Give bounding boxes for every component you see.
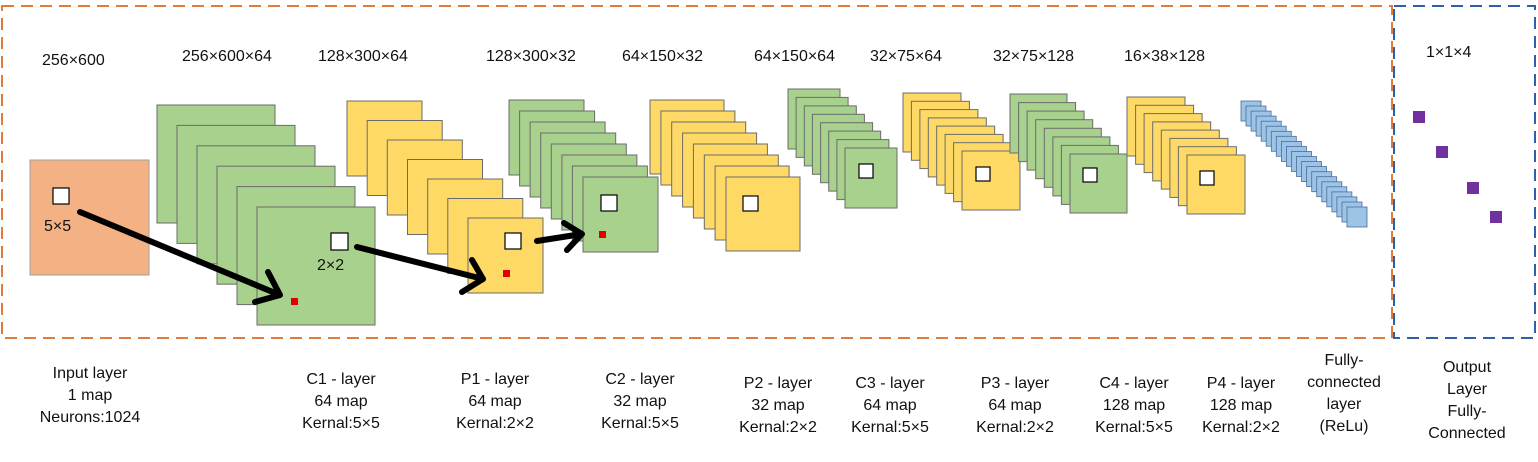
- output-neuron-4: [1490, 211, 1502, 223]
- p2-kernel-window: [742, 195, 759, 212]
- feature-extraction-region: [1, 5, 1393, 339]
- caption-c3-line-3: Kernal:5×5: [851, 419, 929, 436]
- caption-p1-line-3: Kernal:2×2: [456, 415, 534, 432]
- caption-p2-line-3: Kernal:2×2: [739, 419, 817, 436]
- p3-feature-stack: [902, 92, 1021, 211]
- caption-c4-line-2: 128 map: [1102, 397, 1166, 414]
- caption-p2: P2 - layer 32 map Kernal:2×2: [713, 373, 843, 439]
- c2-kernel-window: [600, 194, 618, 212]
- caption-c2-line-3: Kernal:5×5: [601, 415, 679, 432]
- p4-feature-stack: [1126, 96, 1246, 215]
- caption-c2-line-2: 32 map: [613, 393, 667, 410]
- p1-feature-stack: [346, 100, 544, 294]
- p1-kernel-window: [504, 232, 522, 250]
- caption-c4-line-3: Kernal:5×5: [1095, 419, 1173, 436]
- dim-c3: 64×150×64: [754, 48, 835, 65]
- fc-unit-22: [1346, 206, 1368, 228]
- dim-p3: 32×75×64: [870, 48, 943, 65]
- caption-c4-line-1: C4 - layer: [1099, 375, 1169, 392]
- caption-fc-line-3: layer: [1326, 396, 1362, 413]
- c3-feature-stack: [787, 88, 898, 209]
- input-kernel-label: 5×5: [44, 218, 72, 235]
- p1-output-marker: [503, 270, 510, 277]
- caption-p1-line-2: 64 map: [468, 393, 522, 410]
- dim-p1: 128×300×64: [318, 48, 408, 65]
- p3-map-8: [961, 150, 1021, 211]
- output-neuron-3: [1467, 182, 1479, 194]
- caption-p1-line-1: P1 - layer: [460, 371, 530, 388]
- caption-output-line-4: Connected: [1428, 425, 1506, 442]
- caption-fc-line-2: connected: [1307, 374, 1381, 391]
- c2-output-marker: [599, 231, 606, 238]
- caption-input-line-2: 1 map: [67, 387, 113, 404]
- p3-kernel-window: [975, 166, 991, 182]
- arrow-c1-to-p1: [354, 244, 486, 295]
- output-neuron-2: [1436, 146, 1448, 158]
- caption-c1: C1 - layer 64 map Kernal:5×5: [276, 369, 406, 435]
- caption-output: Output Layer Fully- Connected: [1400, 357, 1534, 445]
- caption-p3-line-2: 64 map: [988, 397, 1042, 414]
- caption-c4: C4 - layer 128 map Kernal:5×5: [1069, 373, 1199, 439]
- caption-p3: P3 - layer 64 map Kernal:2×2: [950, 373, 1080, 439]
- dim-c4: 32×75×128: [993, 48, 1074, 65]
- caption-c2: C2 - layer 32 map Kernal:5×5: [575, 369, 705, 435]
- caption-p3-line-3: Kernal:2×2: [976, 419, 1054, 436]
- caption-p1: P1 - layer 64 map Kernal:2×2: [430, 369, 560, 435]
- fc-layer-stack: [1240, 100, 1368, 228]
- c1-kernel-window: [330, 232, 349, 251]
- caption-input-line-1: Input layer: [52, 365, 128, 382]
- p4-map-8: [1186, 154, 1246, 215]
- caption-p4: P4 - layer 128 map Kernal:2×2: [1176, 373, 1306, 439]
- caption-fc-line-1: Fully-: [1324, 352, 1364, 369]
- caption-output-line-1: Output: [1442, 359, 1492, 376]
- caption-p2-line-2: 32 map: [751, 397, 805, 414]
- caption-p3-line-1: P3 - layer: [980, 375, 1050, 392]
- dim-c2: 128×300×32: [486, 48, 576, 65]
- input-kernel-window: [52, 187, 70, 205]
- caption-c1-line-3: Kernal:5×5: [302, 415, 380, 432]
- arrow-p1-to-c2: [534, 220, 585, 253]
- caption-output-line-3: Fully-: [1447, 403, 1487, 420]
- p2-map-8: [725, 176, 801, 252]
- caption-c3: C3 - layer 64 map Kernal:5×5: [825, 373, 955, 439]
- caption-p2-line-1: P2 - layer: [743, 375, 813, 392]
- connection-arrows: [77, 209, 585, 305]
- caption-output-line-2: Layer: [1446, 381, 1488, 398]
- caption-c3-line-1: C3 - layer: [855, 375, 925, 392]
- caption-p4-line-1: P4 - layer: [1206, 375, 1276, 392]
- caption-fc-line-4: (ReLu): [1319, 418, 1369, 435]
- c2-map-8: [582, 176, 659, 253]
- c1-kernel-label: 2×2: [317, 257, 345, 274]
- output-neuron-1: [1413, 111, 1425, 123]
- dim-output: 1×1×4: [1426, 44, 1472, 61]
- output-region: [1393, 5, 1536, 339]
- c4-feature-stack: [1009, 93, 1128, 214]
- c2-feature-stack: [508, 99, 659, 253]
- c1-feature-stack: [156, 104, 376, 326]
- caption-p4-line-2: 128 map: [1209, 397, 1273, 414]
- dim-c1: 256×600×64: [182, 48, 272, 65]
- c4-map-8: [1069, 153, 1128, 214]
- p4-kernel-window: [1199, 170, 1215, 186]
- caption-fc: Fully- connected layer (ReLu): [1279, 350, 1409, 438]
- dim-input: 256×600: [42, 52, 105, 69]
- caption-input: Input layer 1 map Neurons:1024: [25, 363, 155, 429]
- c1-map-6: [256, 206, 376, 326]
- caption-input-line-3: Neurons:1024: [39, 409, 141, 426]
- caption-c3-line-2: 64 map: [863, 397, 917, 414]
- arrow-input-to-c1: [77, 209, 283, 305]
- dim-p4: 16×38×128: [1124, 48, 1205, 65]
- c3-kernel-window: [858, 163, 874, 179]
- dim-p2: 64×150×32: [622, 48, 703, 65]
- caption-c2-line-1: C2 - layer: [605, 371, 675, 388]
- c1-output-marker: [291, 298, 298, 305]
- caption-p4-line-3: Kernal:2×2: [1202, 419, 1280, 436]
- caption-c1-line-2: 64 map: [314, 393, 368, 410]
- caption-c1-line-1: C1 - layer: [306, 371, 376, 388]
- p2-feature-stack: [649, 99, 801, 252]
- c4-kernel-window: [1082, 167, 1098, 183]
